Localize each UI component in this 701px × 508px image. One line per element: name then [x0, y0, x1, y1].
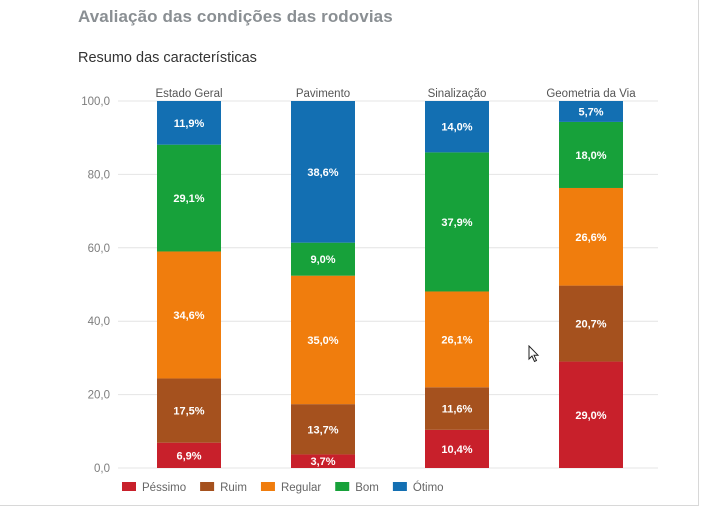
legend-label: Bom: [355, 482, 379, 494]
y-tick-label: 0,0: [94, 463, 110, 475]
data-label: 6,9%: [176, 450, 201, 462]
data-label: 5,7%: [578, 106, 603, 118]
bar-segment: [559, 285, 623, 362]
bar-segment: [157, 101, 221, 145]
bar-segment: [157, 442, 221, 468]
bar-segment: [425, 387, 489, 430]
bar-segment: [291, 454, 355, 468]
legend-label: Ótimo: [413, 481, 444, 494]
bar-segment: [425, 101, 489, 153]
data-label: 20,7%: [575, 319, 606, 331]
legend-swatch: [392, 482, 407, 491]
y-tick-label: 100,0: [81, 96, 110, 108]
category-label: Sinalização: [428, 88, 487, 100]
chart-title: Resumo das características: [78, 50, 257, 66]
data-label: 29,1%: [173, 193, 204, 205]
data-label: 17,5%: [173, 406, 204, 418]
data-label: 37,9%: [441, 217, 472, 229]
category-label: Pavimento: [296, 88, 350, 100]
bar-segment: [291, 242, 355, 276]
y-tick-label: 40,0: [88, 316, 110, 328]
bar-segment: [559, 361, 623, 468]
legend-swatch: [122, 482, 136, 491]
data-label: 14,0%: [441, 122, 472, 134]
data-label: 26,1%: [441, 334, 472, 346]
category-label: Geometria da Via: [546, 88, 636, 100]
bar-segment: [291, 404, 355, 455]
bar-segment: [291, 275, 355, 405]
data-label: 11,9%: [174, 118, 205, 130]
bar-segment: [157, 144, 221, 252]
data-label: 11,6%: [442, 404, 473, 416]
bar-segment: [291, 101, 355, 243]
bar-segment: [157, 251, 221, 379]
data-label: 3,7%: [310, 456, 335, 468]
data-label: 26,6%: [575, 232, 606, 244]
bar-segment: [559, 101, 623, 122]
bar-segment: [559, 187, 623, 286]
legend-label: Péssimo: [142, 482, 186, 494]
legend-swatch: [200, 482, 215, 491]
data-label: 29,0%: [575, 410, 606, 422]
y-tick-label: 80,0: [88, 169, 110, 181]
data-label: 10,4%: [441, 444, 472, 456]
bar-segment: [425, 291, 489, 388]
page-title: Avaliação das condições das rodovias: [78, 7, 393, 26]
legend-swatch: [335, 482, 350, 491]
mouse-cursor-icon: [528, 345, 540, 363]
data-label: 13,7%: [307, 424, 338, 436]
legend-label: Regular: [281, 482, 321, 494]
y-tick-label: 20,0: [88, 390, 110, 402]
data-label: 34,6%: [173, 310, 204, 322]
bar-segment: [559, 121, 623, 188]
bar-segment: [157, 378, 221, 443]
y-tick-label: 60,0: [88, 243, 110, 255]
data-label: 18,0%: [575, 150, 606, 162]
legend-swatch: [260, 482, 275, 491]
bar-segment: [425, 429, 489, 468]
category-label: Estado Geral: [155, 88, 222, 100]
data-label: 9,0%: [310, 254, 335, 266]
bar-segment: [425, 152, 489, 292]
legend-label: Ruim: [220, 482, 247, 494]
data-label: 38,6%: [307, 167, 338, 179]
data-label: 35,0%: [307, 335, 338, 347]
